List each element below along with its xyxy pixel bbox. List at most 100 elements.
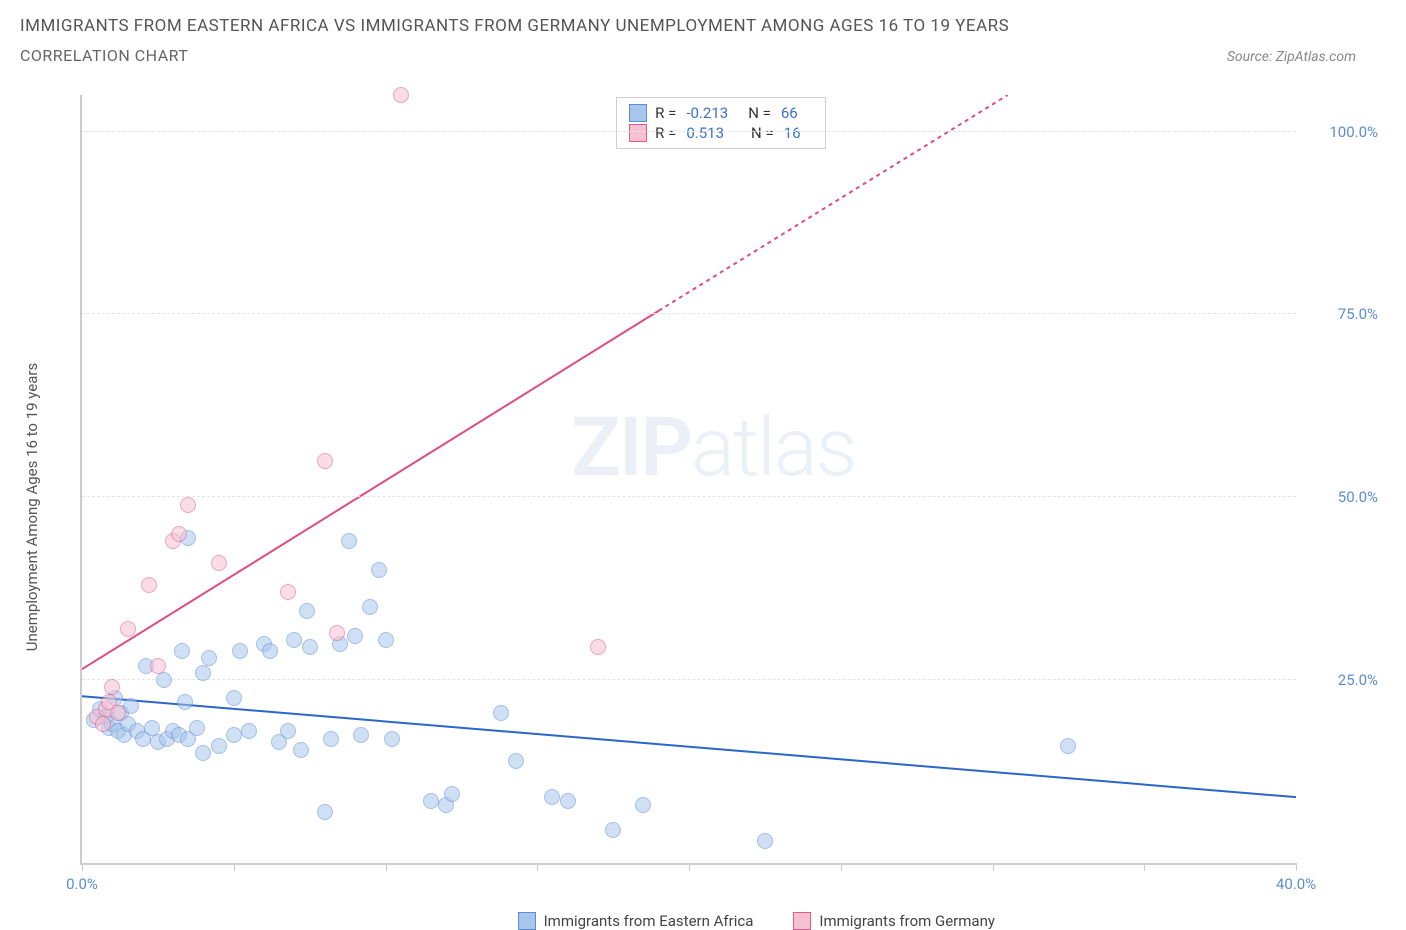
legend-label-eastern-africa: Immigrants from Eastern Africa — [544, 912, 754, 930]
data-point — [150, 658, 166, 674]
data-point — [201, 650, 217, 666]
data-point — [757, 833, 773, 849]
data-point — [195, 745, 211, 761]
data-point — [493, 705, 509, 721]
title-area: IMMIGRANTS FROM EASTERN AFRICA VS IMMIGR… — [0, 0, 1406, 65]
x-tick-label: 40.0% — [1276, 875, 1316, 893]
legend-stats-row-1: R = -0.213 N = 66 — [629, 103, 812, 123]
data-point — [444, 786, 460, 802]
grid-line — [82, 496, 1296, 497]
data-point — [177, 694, 193, 710]
y-tick-label: 75.0% — [1338, 305, 1378, 323]
data-point — [1060, 738, 1076, 754]
data-point — [104, 679, 120, 695]
data-point — [347, 628, 363, 644]
legend-item-eastern-africa: Immigrants from Eastern Africa — [518, 912, 754, 930]
source-attribution: Source: ZipAtlas.com — [1227, 49, 1356, 65]
chart-area: Unemployment Among Ages 16 to 19 years Z… — [50, 95, 1386, 900]
watermark-bold: ZIP — [571, 400, 691, 496]
legend-swatch-pink — [629, 124, 647, 142]
legend-item-germany: Immigrants from Germany — [793, 912, 995, 930]
grid-line — [82, 679, 1296, 680]
grid-line — [82, 313, 1296, 314]
data-point — [371, 562, 387, 578]
legend-stats-box: R = -0.213 N = 66 R = 0.513 N = 16 — [616, 97, 825, 149]
data-point — [508, 753, 524, 769]
data-point — [211, 555, 227, 571]
y-tick-label: 50.0% — [1338, 488, 1378, 506]
x-tick — [993, 863, 994, 871]
data-point — [280, 584, 296, 600]
data-point — [95, 716, 111, 732]
data-point — [544, 789, 560, 805]
y-tick-label: 25.0% — [1338, 671, 1378, 689]
y-tick-label: 100.0% — [1329, 123, 1378, 141]
data-point — [299, 603, 315, 619]
trend-line — [82, 696, 1296, 797]
data-point — [317, 804, 333, 820]
legend-r-value-2: 0.513 — [686, 124, 724, 142]
subtitle-row: CORRELATION CHART Source: ZipAtlas.com — [20, 46, 1386, 65]
data-point — [171, 526, 187, 542]
data-point — [590, 639, 606, 655]
legend-n-label-1: N = — [748, 104, 771, 122]
data-point — [393, 87, 409, 103]
data-point — [353, 727, 369, 743]
x-tick — [537, 863, 538, 871]
data-point — [226, 690, 242, 706]
legend-label-germany: Immigrants from Germany — [819, 912, 995, 930]
x-tick — [386, 863, 387, 871]
data-point — [384, 731, 400, 747]
grid-line — [82, 131, 1296, 132]
legend-swatch-germany — [793, 912, 811, 930]
legend-n-value-2: 16 — [784, 124, 801, 142]
data-point — [110, 705, 126, 721]
data-point — [262, 643, 278, 659]
x-tick — [234, 863, 235, 871]
data-point — [232, 643, 248, 659]
legend-n-label-2: N = — [751, 124, 774, 142]
data-point — [120, 621, 136, 637]
data-point — [280, 723, 296, 739]
data-point — [141, 577, 157, 593]
data-point — [241, 723, 257, 739]
y-axis-label: Unemployment Among Ages 16 to 19 years — [23, 362, 41, 650]
data-point — [635, 797, 651, 813]
data-point — [293, 742, 309, 758]
data-point — [323, 731, 339, 747]
x-tick — [1144, 863, 1145, 871]
legend-r-label-1: R = — [655, 104, 676, 122]
legend-swatch-eastern-africa — [518, 912, 536, 930]
data-point — [362, 599, 378, 615]
scatter-plot: ZIPatlas R = -0.213 N = 66 R = 0.513 N =… — [80, 95, 1296, 865]
data-point — [226, 727, 242, 743]
chart-title: IMMIGRANTS FROM EASTERN AFRICA VS IMMIGR… — [20, 14, 1386, 40]
data-point — [156, 672, 172, 688]
data-point — [195, 665, 211, 681]
data-point — [378, 632, 394, 648]
x-tick-label: 0.0% — [66, 875, 98, 893]
data-point — [329, 625, 345, 641]
data-point — [605, 822, 621, 838]
chart-subtitle: CORRELATION CHART — [20, 46, 188, 65]
legend-n-value-1: 66 — [781, 104, 798, 122]
x-tick — [82, 863, 83, 871]
data-point — [560, 793, 576, 809]
legend-stats-row-2: R = 0.513 N = 16 — [629, 123, 812, 143]
data-point — [423, 793, 439, 809]
data-point — [189, 720, 205, 736]
trend-lines-svg — [82, 95, 1296, 863]
x-tick — [689, 863, 690, 871]
watermark-light: atlas — [691, 400, 855, 496]
watermark: ZIPatlas — [571, 400, 855, 496]
x-tick — [1296, 863, 1297, 871]
data-point — [211, 738, 227, 754]
legend-r-label-2: R = — [655, 124, 676, 142]
legend-bottom: Immigrants from Eastern Africa Immigrant… — [518, 912, 995, 930]
data-point — [317, 453, 333, 469]
trend-line — [82, 311, 659, 669]
data-point — [180, 497, 196, 513]
data-point — [174, 643, 190, 659]
data-point — [286, 632, 302, 648]
data-point — [302, 639, 318, 655]
